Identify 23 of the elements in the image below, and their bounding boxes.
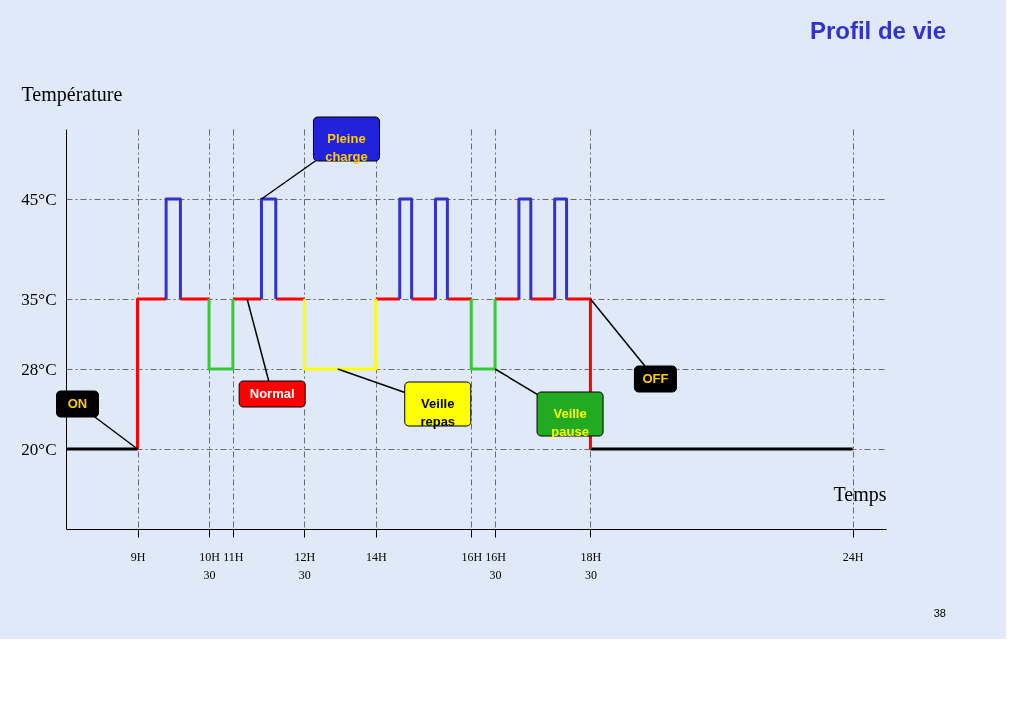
y-tick-label: 35°C — [21, 289, 57, 309]
x-tick-label: 16H 30 — [485, 549, 507, 582]
y-tick-label: 20°C — [21, 439, 57, 459]
annotation: OFF — [642, 371, 669, 386]
chart-title: Profil de vie — [809, 17, 946, 44]
x-tick-label: 12H 30 — [294, 549, 316, 582]
x-axis-title: Temps — [833, 482, 887, 506]
annotation: Pleine charge — [325, 131, 368, 164]
annotation: Normal — [249, 386, 295, 401]
annotation: Veille repas — [420, 396, 456, 429]
x-tick-label: 14H — [366, 549, 388, 564]
x-tick-label: 16H — [461, 549, 483, 564]
y-tick-label: 28°C — [21, 359, 57, 379]
text: 38 — [933, 607, 946, 619]
annotation: ON — [67, 396, 88, 411]
x-tick-label: 10H 30 — [199, 549, 221, 582]
y-tick-label: 45°C — [21, 189, 57, 209]
x-tick-label: 24H — [842, 549, 864, 564]
y-axis-title: Température — [21, 82, 123, 106]
x-tick-label: 9H — [130, 549, 146, 564]
x-tick-label: 11H — [223, 549, 244, 564]
annotation: Veille pause — [551, 406, 589, 439]
x-tick-label: 18H 30 — [580, 549, 602, 582]
